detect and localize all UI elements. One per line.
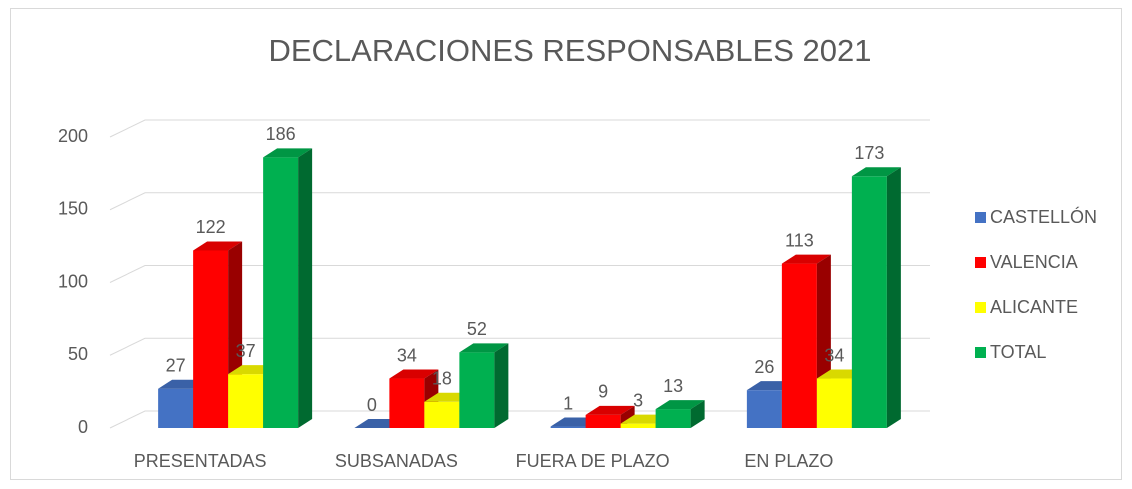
grid-line	[109, 192, 930, 211]
bar-top	[459, 343, 509, 353]
bar-front	[655, 409, 691, 428]
bar-front	[389, 378, 425, 428]
data-label: 34	[824, 345, 844, 365]
data-label: 3	[633, 390, 643, 410]
bar-front	[620, 423, 656, 428]
y-tick-label: 200	[58, 126, 88, 146]
data-label: 173	[854, 143, 884, 163]
legend-label: VALENCIA	[990, 252, 1078, 272]
bar-front	[781, 263, 817, 428]
bar-top	[585, 405, 635, 415]
data-label: 52	[467, 319, 487, 339]
grid-line	[109, 337, 930, 356]
bar-front	[158, 388, 194, 428]
x-tick-label: PRESENTADAS	[134, 451, 267, 471]
data-label: 13	[663, 376, 683, 396]
data-label: 27	[166, 355, 186, 375]
grid-line	[109, 119, 930, 138]
data-label: 1	[563, 393, 573, 413]
bar	[585, 405, 635, 428]
legend-swatch	[975, 257, 986, 268]
chart-title: DECLARACIONES RESPONSABLES 2021	[268, 33, 871, 68]
y-tick-label: 0	[78, 417, 88, 437]
bar-front	[424, 401, 460, 428]
bar	[459, 343, 509, 428]
data-label: 26	[754, 357, 774, 377]
legend-label: ALICANTE	[990, 297, 1078, 317]
legend-label: CASTELLÓN	[990, 206, 1097, 227]
data-label: 18	[432, 369, 452, 389]
bar-side	[886, 167, 901, 428]
bar-top	[781, 254, 831, 264]
bar-top	[655, 400, 705, 410]
bar-side	[690, 400, 705, 428]
bar-front	[746, 390, 782, 428]
data-label: 122	[196, 217, 226, 237]
bar-top	[263, 148, 313, 158]
legend-swatch	[975, 212, 986, 223]
data-label: 0	[367, 395, 377, 415]
bar-front	[228, 374, 264, 428]
x-tick-label: EN PLAZO	[744, 451, 833, 471]
data-label: 9	[598, 382, 608, 402]
x-tick-label: FUERA DE PLAZO	[516, 451, 670, 471]
bar-front	[459, 352, 495, 428]
bar-side	[494, 343, 509, 428]
bar-top	[193, 241, 243, 251]
bar-side	[298, 148, 313, 428]
data-label: 34	[397, 345, 417, 365]
legend-label: TOTAL	[990, 342, 1046, 362]
y-tick-label: 150	[58, 199, 88, 219]
bar-front	[816, 378, 852, 428]
bar-top	[389, 369, 439, 379]
bar	[263, 148, 313, 428]
bar-front	[585, 414, 621, 428]
bar-front	[550, 426, 586, 428]
data-label: 37	[236, 341, 256, 361]
bar	[851, 167, 901, 428]
x-tick-label: SUBSANADAS	[335, 451, 458, 471]
bar	[655, 400, 705, 428]
y-tick-label: 100	[58, 271, 88, 291]
grid-line	[109, 265, 930, 283]
bar-front	[851, 176, 887, 428]
data-label: 113	[785, 230, 814, 250]
legend-swatch	[975, 302, 986, 313]
bar-front	[193, 250, 229, 428]
data-label: 186	[266, 124, 296, 144]
bar-front	[263, 157, 299, 428]
legend-swatch	[975, 347, 986, 358]
bar-top	[851, 167, 901, 177]
y-tick-label: 50	[68, 344, 88, 364]
